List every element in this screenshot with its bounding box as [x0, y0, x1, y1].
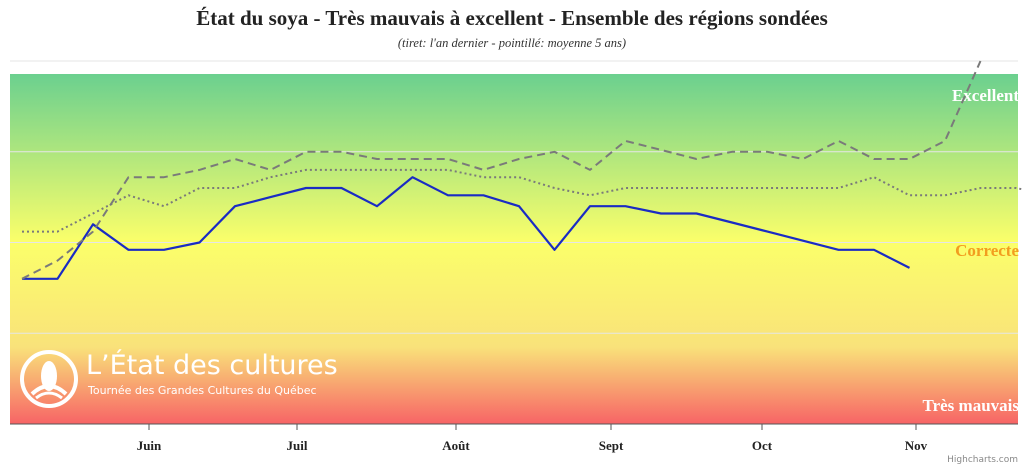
x-tick-label-5: Nov — [905, 438, 928, 453]
logo-title: L’État des cultures — [86, 350, 338, 381]
x-tick-label-2: Août — [442, 438, 470, 453]
series-line-solid — [22, 176, 910, 280]
series-group — [21, 60, 1024, 280]
x-axis: Juin Juil Août Sept Oct Nov — [137, 424, 928, 453]
chart-title: État du soya - Très mauvais à excellent … — [196, 6, 828, 30]
x-tick-label-4: Oct — [752, 438, 773, 453]
corn-logo-icon — [20, 350, 78, 408]
chart-subtitle: (tiret: l'an dernier - pointillé: moyenn… — [397, 36, 627, 50]
logo-subtitle: Tournée des Grandes Cultures du Québec — [88, 384, 317, 397]
credits-link[interactable]: Highcharts.com — [947, 455, 1018, 465]
x-tick-label-3: Sept — [599, 438, 624, 453]
band-label-0: Excellent — [952, 86, 1019, 105]
x-tick-label-1: Juil — [287, 438, 308, 453]
series-line-dot — [22, 168, 1024, 233]
logo: L’État des cultures Tournée des Grandes … — [18, 348, 348, 412]
band-labels: Excellent Correcte Très mauvais — [923, 86, 1020, 415]
x-tick-label-0: Juin — [137, 438, 162, 453]
band-label-1: Correcte — [955, 241, 1019, 260]
band-label-2: Très mauvais — [923, 396, 1020, 415]
series-line-dash — [21, 60, 982, 280]
gridlines — [10, 60, 1018, 425]
